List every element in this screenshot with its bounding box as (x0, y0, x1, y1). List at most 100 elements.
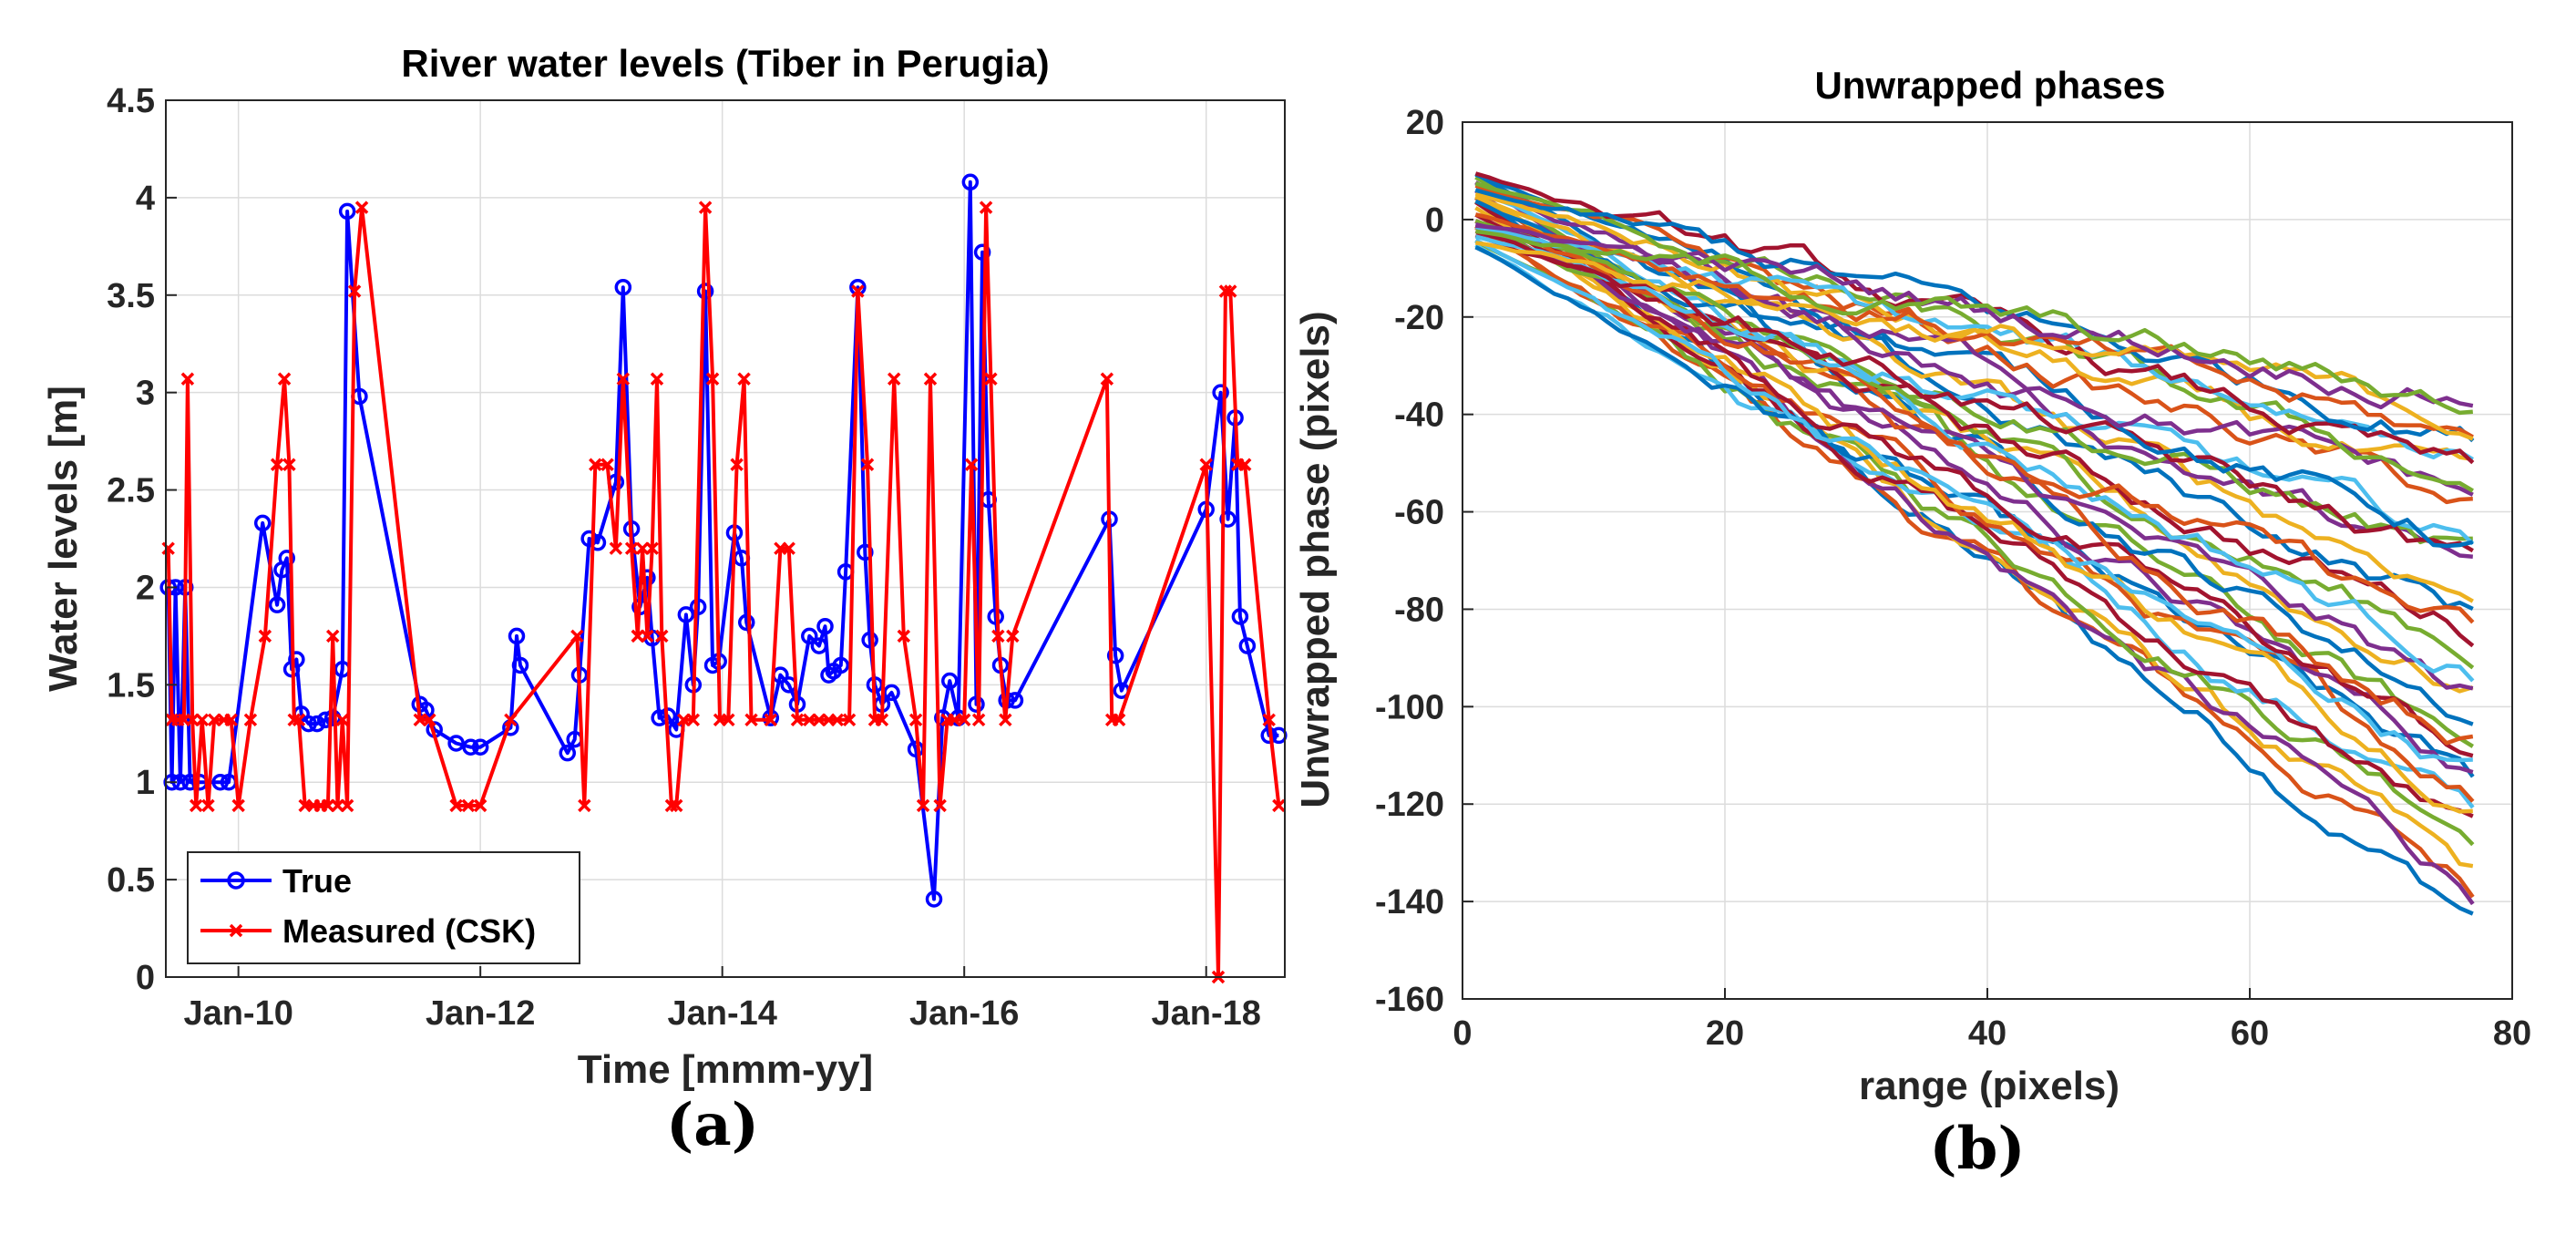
chart-a-ytick-label: 2 (136, 569, 155, 607)
phase-series-line (1474, 212, 2474, 758)
series-measured-point (354, 201, 369, 214)
series-measured-point (413, 713, 427, 727)
chart-b-xtick-label: 60 (2231, 1014, 2269, 1053)
series-measured-point (669, 798, 683, 813)
series-measured-point (916, 798, 930, 813)
series-measured-point (641, 629, 654, 643)
chart-b-ytick-label: 0 (1425, 201, 1444, 240)
chart-a-plot-background (166, 100, 1285, 977)
series-measured-point (277, 372, 292, 386)
series-measured-point (887, 372, 901, 386)
series-measured-point (504, 713, 518, 727)
series-measured-point (957, 713, 971, 727)
series-true-point (614, 278, 632, 296)
chart-a-xtick-label: Jan-18 (1152, 994, 1261, 1033)
series-measured-point (243, 713, 258, 727)
series-measured-point (195, 713, 210, 727)
series-measured-point (655, 629, 669, 643)
series-true-point (801, 627, 818, 645)
chart-b-ytick-label: -100 (1375, 688, 1444, 726)
series-true-point (941, 672, 959, 690)
series-true-point (737, 613, 755, 632)
chart-a-axes-frame (165, 99, 1286, 978)
phase-series-line (1474, 232, 2475, 648)
series-true-point (462, 738, 479, 756)
series-measured-point (258, 629, 272, 643)
series-measured-point (851, 284, 865, 298)
series-measured-point (664, 798, 679, 813)
series-measured-point (984, 372, 998, 386)
legend-true-marker (227, 871, 245, 890)
series-measured-point (600, 458, 614, 472)
chart-a-ytick-label: 0.5 (107, 861, 155, 900)
series-measured (161, 201, 1286, 984)
series-measured-point (964, 458, 979, 472)
series-measured-point (744, 713, 758, 727)
chart-a-xtick-label: Jan-14 (667, 994, 776, 1033)
series-true-point (1106, 647, 1124, 664)
chart-a-ylabel: Water levels [m] (41, 386, 86, 692)
chart-b-ticks: -160 -140 -120 -100 -80 -60 -40 -20 0 20 0 20 40 60 80 (1375, 104, 2531, 1053)
series-measured-point (948, 713, 961, 727)
phase-series-line (1474, 219, 2474, 691)
series-measured-point (461, 798, 476, 813)
chart-b-ytick-label: -120 (1375, 786, 1444, 824)
chart-b-ytick-label: -140 (1375, 883, 1444, 921)
series-measured-point (292, 713, 306, 727)
chart-a-series (159, 173, 1288, 984)
series-true-point (211, 773, 229, 791)
phase-series-line (1474, 219, 2475, 624)
series-measured-point (1199, 458, 1213, 472)
series-measured-point (722, 713, 735, 727)
series-measured-point (473, 798, 487, 813)
chart-b-xlabel: range (pixels) (1859, 1064, 2119, 1108)
series-measured-point (1218, 284, 1233, 298)
series-measured-point (860, 458, 875, 472)
legend-measured-marker (229, 923, 243, 938)
series-measured-point (971, 713, 986, 727)
chart-a-ytick-label: 4 (136, 180, 155, 218)
phase-series-line (1475, 223, 2474, 410)
phase-series-line (1474, 229, 2474, 553)
series-true-point (316, 711, 334, 729)
chart-b-ytick-label: -160 (1375, 981, 1444, 1019)
series-true-point (677, 606, 695, 623)
series-true-point (338, 202, 356, 221)
chart-b-ytick-label: -40 (1394, 396, 1444, 435)
series-measured-point (201, 798, 215, 813)
series-true-point (580, 530, 598, 548)
series-true-point (447, 735, 465, 752)
series-true-point (511, 656, 529, 674)
chart-b-ytick-label: -20 (1394, 299, 1444, 337)
chart-b-xtick-label: 0 (1452, 1014, 1472, 1053)
series-measured-point (782, 541, 795, 555)
chart-a-xtick-label: Jan-16 (909, 994, 1019, 1033)
series-measured-point (645, 541, 659, 555)
series-measured-point (991, 629, 1005, 643)
phase-series-line (1475, 241, 2474, 441)
series-true-point (857, 543, 874, 561)
chart-a-ticks: 0 0.5 1 1.5 2 2.5 3 3.5 4 4.5 Jan-10 Jan-12 Jan-14 Ja… (107, 82, 1261, 1033)
series-measured-point (231, 798, 245, 813)
series-measured-point (180, 372, 195, 386)
series-true-point (589, 534, 607, 551)
chart-a-ytick-label: 1 (136, 764, 155, 802)
phase-series-line (1474, 245, 2475, 778)
chart-b-series (1474, 171, 2475, 916)
series-measured-point (635, 541, 650, 555)
series-true-point (1212, 384, 1229, 401)
chart-b-ytick-label: -80 (1394, 591, 1444, 629)
series-true-point (810, 637, 828, 654)
series-measured-point (897, 629, 911, 643)
series-true-point (268, 596, 286, 613)
phase-series-line (1475, 229, 2473, 416)
series-true-point (816, 617, 834, 635)
series-measured-point (423, 713, 436, 727)
series-true-point (961, 173, 980, 191)
series-measured-point (624, 541, 639, 555)
chart-a: 0 0.5 1 1.5 2 2.5 3 3.5 4 4.5 Jan-10 Jan-12 Jan-14 Ja… (41, 42, 1288, 1159)
series-measured-point (875, 713, 889, 727)
series-measured-point (189, 798, 203, 813)
chart-a-ytick-label: 0 (136, 959, 155, 997)
